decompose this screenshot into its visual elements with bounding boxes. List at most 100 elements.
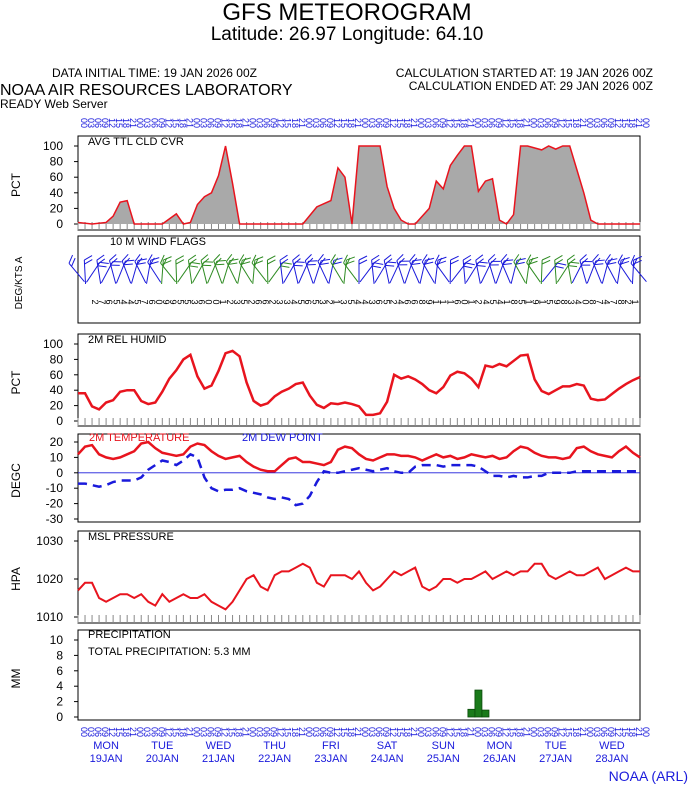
wind-barb-flag bbox=[451, 256, 459, 260]
wind-barb bbox=[200, 255, 215, 284]
precip-bar bbox=[468, 709, 475, 717]
wind-barb-flag bbox=[346, 256, 354, 261]
wind-barb-flag bbox=[542, 260, 550, 264]
wind-barb-flag bbox=[542, 256, 550, 260]
day-of-week-label: THU bbox=[263, 740, 286, 752]
wind-barb bbox=[466, 259, 488, 287]
wind-barb-flag bbox=[413, 257, 422, 263]
day-of-week-label: TUE bbox=[545, 740, 567, 752]
wind-barb bbox=[193, 258, 214, 286]
y-tick-label: 10 bbox=[50, 633, 64, 647]
y-tick-label: 20 bbox=[50, 399, 64, 413]
panel-title: MSL PRESSURE bbox=[88, 531, 174, 543]
temperature-legend: 2M TEMPERATURE bbox=[89, 432, 189, 444]
day-of-week-label: TUE bbox=[151, 740, 173, 752]
date-label: 19JAN bbox=[90, 753, 123, 765]
y-tick-label: -20 bbox=[46, 497, 64, 511]
wind-barb-flag bbox=[255, 256, 263, 261]
hour-label-top: 00 bbox=[641, 118, 651, 128]
y-tick-label: 0 bbox=[56, 710, 63, 724]
y-tick-label: 1030 bbox=[36, 534, 63, 548]
wind-barb-flag bbox=[84, 260, 92, 264]
wind-digit: 1 bbox=[630, 299, 640, 304]
wind-barb bbox=[579, 254, 594, 283]
panel-frame bbox=[78, 334, 640, 426]
wind-barb bbox=[284, 258, 305, 286]
date-label: 24JAN bbox=[371, 753, 404, 765]
y-tick-label: 100 bbox=[43, 139, 63, 153]
y-tick-label: 1020 bbox=[36, 572, 63, 586]
date-label: 23JAN bbox=[314, 753, 347, 765]
total-precipitation: TOTAL PRECIPITATION: 5.3 MM bbox=[88, 646, 251, 658]
date-label: 26JAN bbox=[483, 753, 516, 765]
wind-barb-flag bbox=[479, 259, 488, 267]
y-tick-label: -10 bbox=[46, 481, 64, 495]
wind-barb bbox=[292, 255, 306, 284]
wind-barb bbox=[487, 254, 503, 283]
wind-barb-flag bbox=[530, 256, 538, 261]
date-label: 20JAN bbox=[146, 753, 179, 765]
wind-barb bbox=[383, 255, 397, 284]
wind-barb-flag bbox=[296, 258, 305, 265]
panel-title: 2M REL HUMID bbox=[88, 334, 166, 346]
wind-barb bbox=[541, 256, 550, 284]
y-tick-label: 20 bbox=[50, 201, 64, 215]
wind-barb-flag bbox=[570, 259, 579, 267]
wind-barb-flag bbox=[163, 256, 171, 261]
wind-barb bbox=[450, 256, 458, 284]
wind-barb bbox=[524, 255, 547, 283]
day-of-week-label: MON bbox=[93, 740, 119, 752]
y-tick-label: 80 bbox=[50, 352, 64, 366]
wind-barb-flag bbox=[450, 260, 458, 264]
wind-barb bbox=[572, 258, 592, 287]
wind-barb-flag bbox=[634, 256, 642, 260]
wind-barb-flag bbox=[359, 256, 367, 260]
wind-barb-flag bbox=[84, 256, 92, 260]
wind-barb-flag bbox=[387, 259, 396, 267]
y-tick-label: 40 bbox=[50, 383, 64, 397]
wind-barb-flag bbox=[321, 257, 330, 263]
day-of-week-label: WED bbox=[206, 740, 232, 752]
wind-barb bbox=[475, 255, 488, 284]
panel-title: 10 M WIND FLAGS bbox=[110, 236, 206, 248]
wind-barb-flag bbox=[371, 255, 379, 260]
wind-barb-flag bbox=[504, 257, 513, 263]
dew-point-legend: 2M DEW POINT bbox=[242, 432, 323, 444]
date-label: 22JAN bbox=[258, 753, 291, 765]
y-axis-label: DEG/KTS A bbox=[14, 256, 25, 309]
day-of-week-label: FRI bbox=[322, 740, 340, 752]
wind-barb-flag bbox=[204, 258, 213, 265]
y-tick-label: 1010 bbox=[36, 610, 63, 624]
day-of-week-label: MON bbox=[487, 740, 513, 752]
wind-barb bbox=[96, 255, 108, 284]
precip-bar bbox=[482, 710, 489, 717]
wind-barb-flag bbox=[554, 255, 562, 260]
y-axis-label: PCT bbox=[9, 172, 23, 197]
wind-barb bbox=[359, 256, 367, 284]
date-label: 28JAN bbox=[595, 753, 628, 765]
wind-barb bbox=[108, 255, 123, 284]
y-tick-label: 0 bbox=[56, 414, 63, 428]
y-tick-label: 80 bbox=[50, 155, 64, 169]
panel-title: PRECIPITATION bbox=[88, 629, 171, 641]
y-axis-label: MM bbox=[9, 669, 23, 689]
wind-barb-flag bbox=[280, 255, 288, 260]
wind-barb bbox=[101, 258, 121, 286]
y-tick-label: 100 bbox=[43, 337, 63, 351]
temperature-line bbox=[78, 442, 640, 471]
wind-barb-flag bbox=[267, 260, 275, 264]
y-tick-label: 0 bbox=[56, 217, 63, 231]
wind-barb-flag bbox=[359, 260, 367, 264]
day-of-week-label: WED bbox=[599, 740, 625, 752]
wind-barb bbox=[176, 256, 185, 284]
wind-barb-flag bbox=[438, 256, 446, 261]
panel-frame bbox=[78, 630, 640, 720]
wind-barb-flag bbox=[176, 256, 184, 260]
pressure-line bbox=[78, 564, 640, 610]
wind-barb bbox=[267, 256, 275, 284]
hour-label-bottom: 00 bbox=[641, 727, 651, 737]
day-of-week-label: SUN bbox=[432, 740, 455, 752]
wind-barb-flag bbox=[267, 256, 275, 260]
date-label: 27JAN bbox=[539, 753, 572, 765]
